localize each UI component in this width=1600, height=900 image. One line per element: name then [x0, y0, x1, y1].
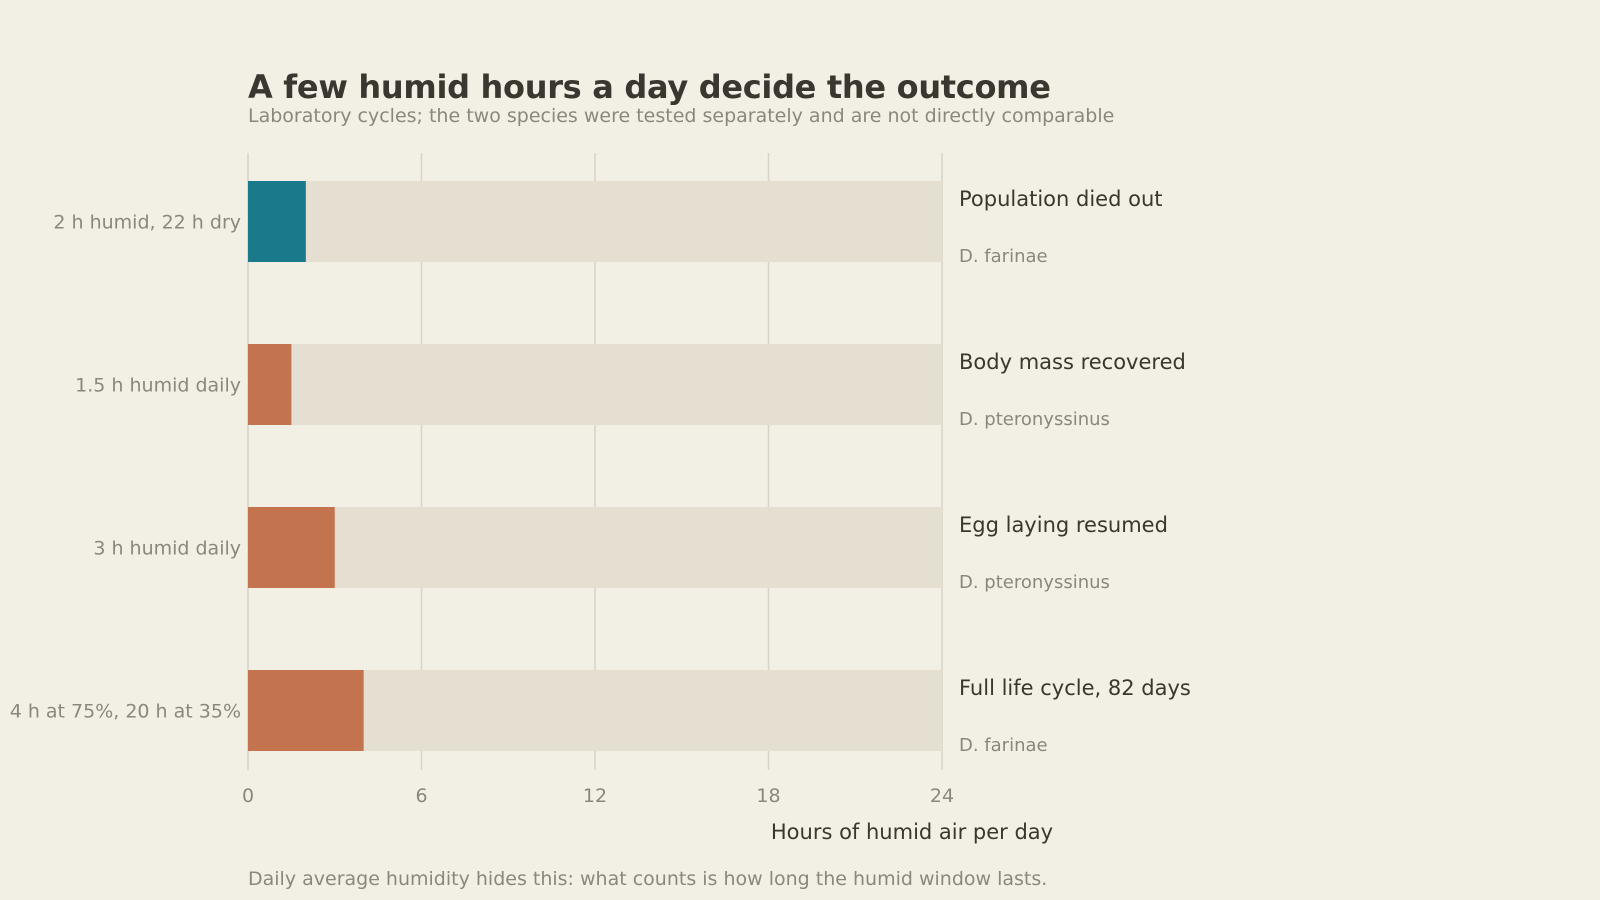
- species-label: D. farinae: [959, 246, 1048, 267]
- bar-track: [248, 507, 942, 588]
- bar: [248, 507, 335, 588]
- outcome-label: Body mass recovered: [959, 350, 1186, 374]
- chart-footnote: Daily average humidity hides this: what …: [248, 868, 1048, 890]
- bar-track: [248, 344, 942, 425]
- x-tick-label: 18: [756, 785, 780, 807]
- x-tick-label: 6: [415, 785, 427, 807]
- bars: [248, 181, 364, 751]
- species-label: D. farinae: [959, 735, 1048, 756]
- bar: [248, 181, 306, 262]
- species-label: D. pteronyssinus: [959, 409, 1110, 430]
- bar: [248, 670, 364, 751]
- outcome-label: Full life cycle, 82 days: [959, 676, 1191, 700]
- bar-tracks: [248, 181, 942, 751]
- x-axis-title: Hours of humid air per day: [771, 820, 1053, 844]
- category-label: 3 h humid daily: [93, 538, 241, 560]
- chart-title: A few humid hours a day decide the outco…: [248, 68, 1051, 106]
- category-label: 1.5 h humid daily: [75, 375, 241, 397]
- x-tick-label: 0: [242, 785, 254, 807]
- category-label: 2 h humid, 22 h dry: [53, 212, 241, 234]
- outcome-label: Egg laying resumed: [959, 513, 1168, 537]
- chart-subtitle: Laboratory cycles; the two species were …: [248, 105, 1115, 127]
- x-tick-label: 24: [930, 785, 954, 807]
- species-label: D. pteronyssinus: [959, 572, 1110, 593]
- bar-track: [248, 181, 942, 262]
- x-tick-label: 12: [583, 785, 607, 807]
- bar: [248, 344, 292, 425]
- category-label: 4 h at 75%, 20 h at 35%: [10, 701, 241, 723]
- labels: 0 6 12 18 24 2 h humid, 22 h dry Population di…: [10, 187, 1191, 807]
- outcome-label: Population died out: [959, 187, 1163, 211]
